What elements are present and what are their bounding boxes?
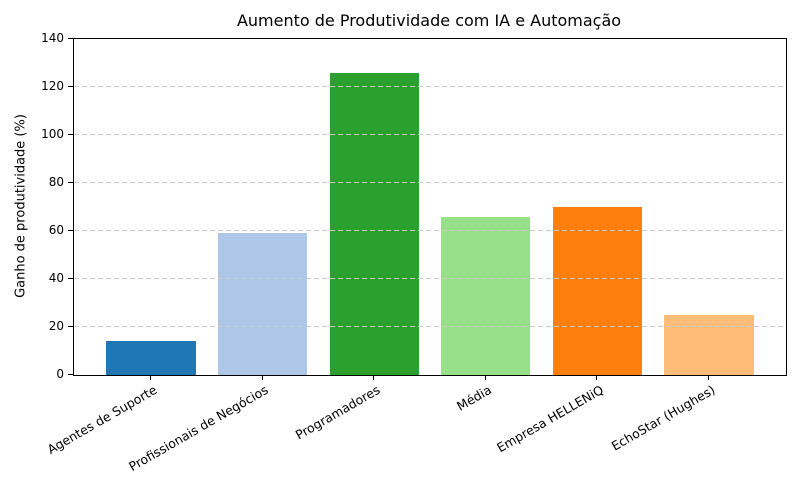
chart-title: Aumento de Produtividade com IA e Automa…: [236, 11, 622, 30]
bar: [329, 72, 419, 375]
bar: [552, 207, 643, 375]
gridline: [74, 134, 786, 135]
x-tick-label: Empresa HELLENiQ: [494, 382, 606, 456]
x-tick-label: EchoStar (Hughes): [608, 382, 718, 454]
x-tick-mark: [707, 375, 709, 380]
y-tick-label: 140: [41, 31, 64, 45]
x-tick-label: Programadores: [292, 382, 383, 443]
gridline: [74, 86, 786, 87]
y-tick-label: 0: [56, 367, 64, 381]
y-tick-mark: [68, 326, 73, 327]
gridline: [74, 326, 786, 327]
plot-area: [73, 38, 787, 376]
y-tick-mark: [68, 86, 73, 87]
y-tick-mark: [68, 278, 73, 279]
y-tick-mark: [68, 374, 73, 375]
y-tick-label: 40: [48, 271, 64, 285]
bar: [106, 341, 196, 375]
y-tick-mark: [68, 230, 73, 231]
y-tick-label: 80: [48, 175, 64, 189]
bar: [441, 216, 531, 375]
x-tick-mark: [373, 375, 375, 380]
gridline: [74, 230, 786, 231]
bar: [217, 233, 308, 375]
gridline: [74, 182, 786, 183]
x-tick-label: Agentes de Suporte: [44, 382, 160, 457]
gridline: [74, 278, 786, 279]
y-tick-mark: [68, 134, 73, 135]
y-tick-label: 60: [48, 223, 64, 237]
y-tick-label: 120: [41, 79, 64, 93]
x-tick-mark: [596, 375, 598, 380]
x-tick-label: Média: [454, 382, 495, 414]
y-tick-label: 100: [41, 127, 64, 141]
y-tick-mark: [68, 182, 73, 183]
x-tick-mark: [261, 375, 263, 380]
x-tick-mark: [150, 375, 151, 380]
bar: [664, 315, 754, 375]
y-tick-label: 20: [48, 319, 64, 333]
y-tick-mark: [68, 38, 73, 39]
x-tick-mark: [484, 375, 486, 380]
